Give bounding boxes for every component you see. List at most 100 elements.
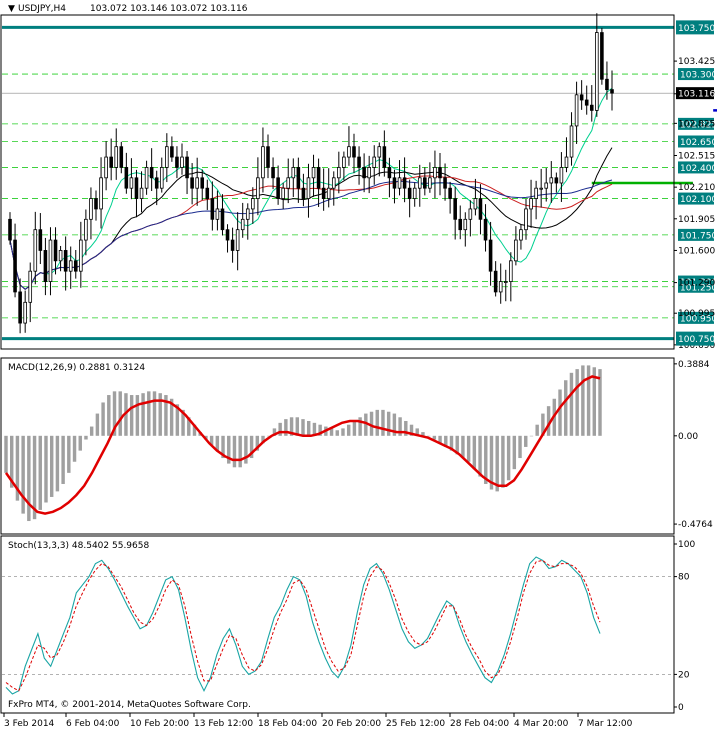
macd-histogram-bar <box>38 435 42 510</box>
candle-body <box>382 146 387 168</box>
candle-body <box>215 208 220 220</box>
macd-histogram-bar <box>78 435 82 451</box>
macd-histogram-bar <box>546 406 551 436</box>
key-level-tag <box>676 20 714 35</box>
level-tag <box>678 161 714 174</box>
candle-body <box>478 198 483 220</box>
candle-body <box>68 260 73 272</box>
macd-histogram-bar <box>466 435 471 462</box>
current-price-tag <box>676 87 714 100</box>
macd-histogram-bar <box>426 435 431 437</box>
macd-tick-label: 0.00 <box>678 432 698 442</box>
macd-histogram-bar <box>187 417 191 436</box>
time-tick-label: 20 Feb 20:00 <box>322 719 381 729</box>
candle-body <box>342 156 346 168</box>
level-tag-label: 102.400 <box>680 164 717 174</box>
macd-panel-frame <box>0 357 675 535</box>
candle-body <box>175 156 179 168</box>
macd-histogram-bar <box>261 435 265 444</box>
candle-body <box>225 229 230 241</box>
macd-histogram-bar <box>518 435 522 459</box>
candle-body <box>89 198 93 220</box>
candle-body <box>261 146 265 179</box>
macd-histogram-bar <box>227 435 231 464</box>
macd-histogram-bar <box>95 413 100 436</box>
macd-histogram-bar <box>529 435 534 437</box>
macd-histogram-bar <box>346 424 351 436</box>
level-tag <box>678 68 714 81</box>
main-panel-frame <box>0 14 675 350</box>
stoch-tick-label: 0 <box>678 703 684 713</box>
stoch-panel: 100 80 20 0 <box>2 540 695 713</box>
macd-histogram-bar <box>9 435 14 488</box>
macd-histogram-bar <box>352 420 357 436</box>
candle-body <box>569 125 574 158</box>
candle-body <box>524 208 528 231</box>
candle-body <box>144 167 149 189</box>
macd-histogram-bar <box>164 395 168 436</box>
candle-body <box>458 218 463 231</box>
macd-histogram-bar <box>67 435 71 473</box>
candle-body <box>256 177 260 199</box>
price-tick-label: 101.290 <box>678 279 715 289</box>
macd-histogram-bar <box>141 393 145 436</box>
candle-body <box>610 89 614 94</box>
candle-body <box>84 218 88 241</box>
candle-body <box>412 187 417 199</box>
macd-histogram-bar <box>461 435 465 459</box>
macd-histogram-bar <box>135 395 140 436</box>
macd-histogram-bar <box>84 435 88 440</box>
macd-histogram-bar <box>489 435 494 490</box>
candle-body <box>579 94 584 101</box>
ma-blue-line <box>9 179 613 290</box>
macd-histogram-bar <box>107 395 111 436</box>
candle-body <box>220 208 225 231</box>
candle-body <box>28 270 33 303</box>
candle-body <box>337 167 341 179</box>
candle-body <box>600 32 604 80</box>
macd-label: MACD(12,26,9) 0.2881 0.3124 <box>8 363 145 373</box>
candle-body <box>544 182 549 189</box>
macd-tick-label: 0.3884 <box>678 360 710 370</box>
key-level-tag <box>676 331 714 346</box>
candle-body <box>8 218 12 241</box>
candle-body <box>281 187 285 199</box>
candle-body <box>48 239 53 282</box>
candle-body <box>104 156 108 179</box>
macd-histogram-bar <box>267 435 271 437</box>
dropdown-arrow-icon[interactable]: ▼ <box>8 4 15 14</box>
level-tag-label: 103.300 <box>680 71 717 81</box>
candle-body <box>443 177 447 189</box>
macd-histogram-bar <box>169 398 174 436</box>
candle-body <box>210 198 215 220</box>
candle-body <box>357 156 361 168</box>
macd-histogram-bar <box>409 424 414 436</box>
candle-body <box>605 78 609 91</box>
macd-histogram-bar <box>306 420 311 436</box>
macd-histogram-bar <box>272 428 277 436</box>
candle-body <box>159 167 164 189</box>
macd-histogram-bar <box>495 435 499 492</box>
macd-histogram-bar <box>398 417 402 436</box>
candle-body <box>509 260 513 282</box>
key-level-label: 103.750 <box>678 24 715 34</box>
macd-histogram-bar <box>432 435 437 440</box>
macd-histogram-bar <box>147 391 151 436</box>
candle-body <box>463 218 468 231</box>
candle-body <box>240 218 245 231</box>
main-price-axis: 103.300 102.825 102.650 102.400 102.100 101.7… <box>674 20 717 351</box>
macd-histogram-bar <box>221 435 225 459</box>
candle-body <box>574 94 579 127</box>
price-tick-label: 100.995 <box>678 309 715 319</box>
macd-histogram-bar <box>478 435 482 477</box>
candle-body <box>235 229 240 251</box>
macd-histogram-bar <box>421 432 425 436</box>
time-tick-label: 13 Feb 12:00 <box>194 719 253 729</box>
macd-histogram-bar <box>312 422 317 436</box>
candle-body <box>109 156 113 168</box>
macd-histogram-bar <box>175 404 180 436</box>
candle-body <box>63 250 68 272</box>
key-level-label: 100.750 <box>678 335 715 345</box>
candle-body <box>326 187 331 199</box>
candles <box>8 13 614 334</box>
